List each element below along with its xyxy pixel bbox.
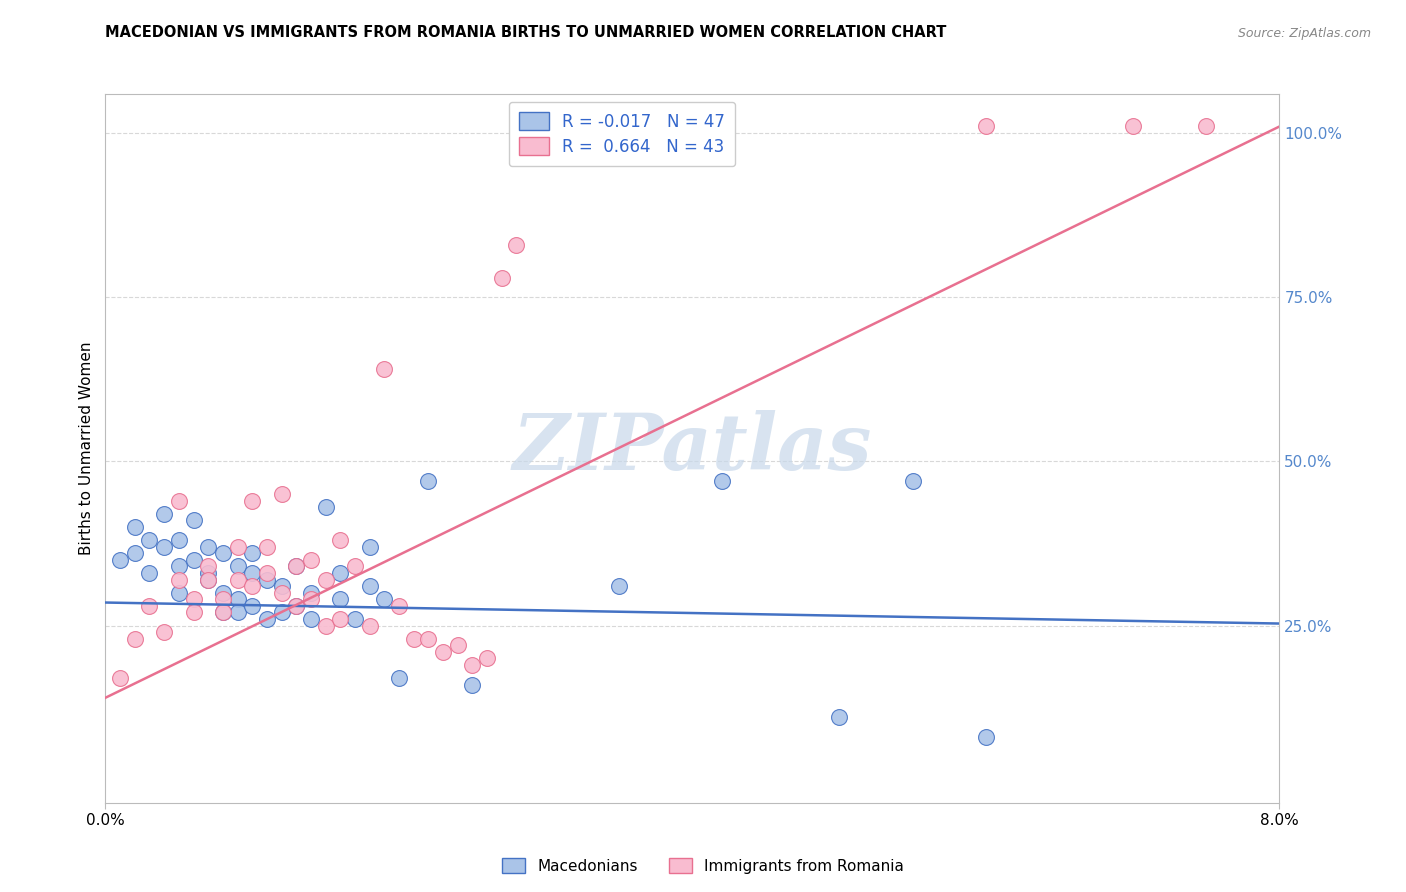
Point bbox=[240, 599, 263, 613]
Point bbox=[108, 671, 131, 685]
Point bbox=[153, 540, 176, 554]
Point bbox=[475, 651, 498, 665]
Point bbox=[828, 710, 851, 724]
Point bbox=[270, 606, 292, 620]
Point bbox=[329, 592, 352, 607]
Point bbox=[197, 573, 219, 587]
Point bbox=[1195, 120, 1218, 134]
Point bbox=[505, 237, 527, 252]
Point bbox=[446, 638, 468, 652]
Point bbox=[256, 540, 278, 554]
Point bbox=[240, 579, 263, 593]
Point bbox=[373, 592, 395, 607]
Text: MACEDONIAN VS IMMIGRANTS FROM ROMANIA BIRTHS TO UNMARRIED WOMEN CORRELATION CHAR: MACEDONIAN VS IMMIGRANTS FROM ROMANIA BI… bbox=[105, 25, 946, 40]
Point bbox=[974, 730, 997, 744]
Point bbox=[256, 573, 278, 587]
Point bbox=[329, 566, 352, 580]
Point bbox=[183, 592, 205, 607]
Point bbox=[240, 566, 263, 580]
Point bbox=[315, 500, 337, 515]
Point bbox=[285, 599, 308, 613]
Point bbox=[226, 573, 249, 587]
Point bbox=[285, 559, 308, 574]
Point bbox=[124, 520, 146, 534]
Point bbox=[901, 474, 924, 488]
Point bbox=[183, 553, 205, 567]
Point bbox=[402, 632, 425, 646]
Point bbox=[211, 585, 233, 599]
Legend: Macedonians, Immigrants from Romania: Macedonians, Immigrants from Romania bbox=[496, 852, 910, 880]
Point bbox=[710, 474, 733, 488]
Point bbox=[359, 579, 381, 593]
Point bbox=[270, 579, 292, 593]
Point bbox=[211, 606, 233, 620]
Point bbox=[607, 579, 630, 593]
Point bbox=[359, 540, 381, 554]
Point bbox=[138, 566, 160, 580]
Point bbox=[226, 540, 249, 554]
Point bbox=[197, 540, 219, 554]
Point bbox=[124, 546, 146, 560]
Point bbox=[491, 270, 513, 285]
Point bbox=[299, 592, 322, 607]
Legend: R = -0.017   N = 47, R =  0.664   N = 43: R = -0.017 N = 47, R = 0.664 N = 43 bbox=[509, 102, 735, 166]
Point bbox=[183, 606, 205, 620]
Point bbox=[226, 606, 249, 620]
Point bbox=[315, 618, 337, 632]
Point bbox=[270, 487, 292, 501]
Point bbox=[418, 632, 440, 646]
Point bbox=[343, 559, 366, 574]
Point bbox=[373, 362, 395, 376]
Point bbox=[343, 612, 366, 626]
Point bbox=[256, 612, 278, 626]
Point bbox=[418, 474, 440, 488]
Point bbox=[461, 657, 484, 672]
Point bbox=[299, 585, 322, 599]
Point bbox=[432, 645, 454, 659]
Point bbox=[329, 612, 352, 626]
Point bbox=[285, 559, 308, 574]
Point bbox=[197, 573, 219, 587]
Text: Source: ZipAtlas.com: Source: ZipAtlas.com bbox=[1237, 27, 1371, 40]
Point bbox=[167, 585, 190, 599]
Point bbox=[153, 507, 176, 521]
Point bbox=[167, 533, 190, 548]
Point bbox=[461, 678, 484, 692]
Point bbox=[167, 573, 190, 587]
Point bbox=[359, 618, 381, 632]
Point bbox=[124, 632, 146, 646]
Point bbox=[299, 612, 322, 626]
Point bbox=[226, 559, 249, 574]
Point bbox=[270, 585, 292, 599]
Point bbox=[197, 566, 219, 580]
Point bbox=[211, 592, 233, 607]
Point bbox=[329, 533, 352, 548]
Point bbox=[226, 592, 249, 607]
Point bbox=[1122, 120, 1144, 134]
Point bbox=[211, 546, 233, 560]
Point bbox=[108, 553, 131, 567]
Y-axis label: Births to Unmarried Women: Births to Unmarried Women bbox=[79, 342, 94, 555]
Point bbox=[299, 553, 322, 567]
Point bbox=[167, 559, 190, 574]
Point bbox=[388, 671, 411, 685]
Point bbox=[211, 606, 233, 620]
Point bbox=[183, 513, 205, 527]
Point bbox=[974, 120, 997, 134]
Point bbox=[197, 559, 219, 574]
Text: ZIPatlas: ZIPatlas bbox=[513, 410, 872, 486]
Point bbox=[388, 599, 411, 613]
Point bbox=[240, 493, 263, 508]
Point bbox=[153, 625, 176, 640]
Point bbox=[167, 493, 190, 508]
Point bbox=[240, 546, 263, 560]
Point bbox=[138, 599, 160, 613]
Point bbox=[285, 599, 308, 613]
Point bbox=[256, 566, 278, 580]
Point bbox=[315, 573, 337, 587]
Point bbox=[138, 533, 160, 548]
